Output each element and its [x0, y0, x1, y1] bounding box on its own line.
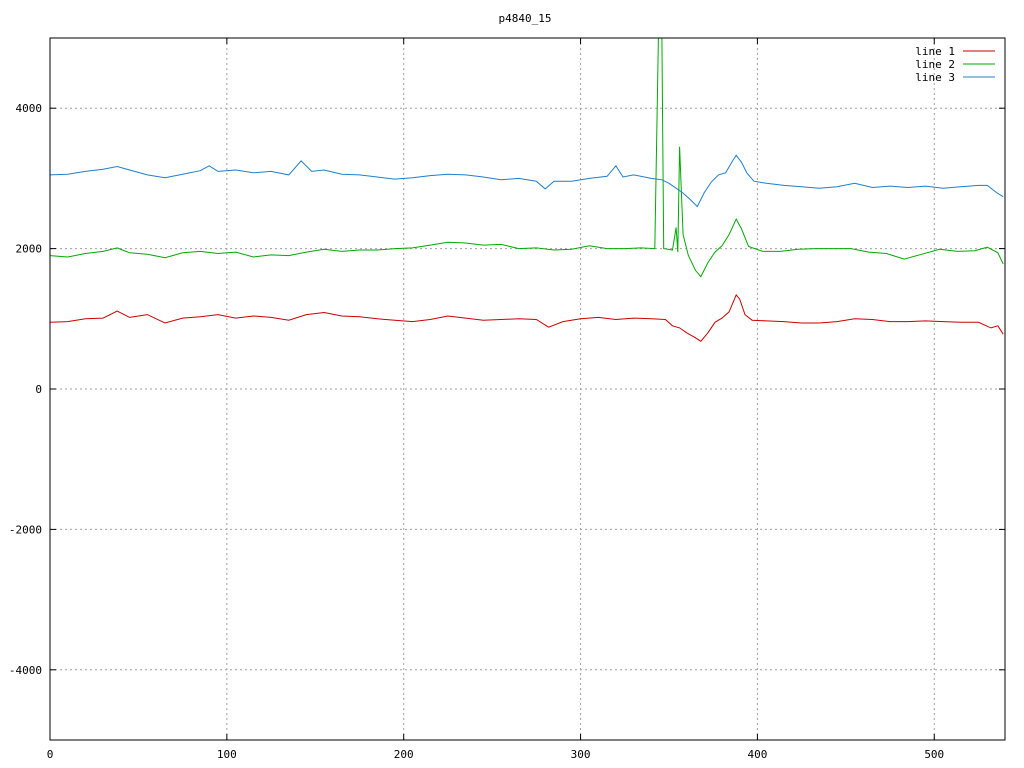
y-tick-label: 4000 [16, 102, 43, 115]
chart-title: p4840_15 [499, 12, 552, 25]
legend-label: line 2 [915, 58, 955, 71]
y-tick-label: -2000 [9, 523, 42, 536]
x-tick-label: 400 [747, 748, 767, 761]
x-tick-label: 200 [394, 748, 414, 761]
series-line-3 [50, 154, 1004, 208]
tick-layer: 0 100 200 300 400 500 -4000 -2000 0 2000 4000 [9, 38, 1005, 761]
y-tick-label: 0 [35, 383, 42, 396]
series-line-1 [50, 293, 1004, 342]
plot-frame [49, 37, 1006, 741]
x-tick-label: 300 [571, 748, 591, 761]
legend-label: line 3 [915, 71, 955, 84]
x-tick-label: 100 [217, 748, 237, 761]
y-tick-label: -4000 [9, 664, 42, 677]
x-tick-label: 500 [924, 748, 944, 761]
series-line-2 [50, 38, 1004, 278]
x-tick-label: 0 [47, 748, 54, 761]
legend-label: line 1 [915, 45, 955, 58]
series-layer [50, 38, 1004, 342]
y-tick-label: 2000 [16, 243, 43, 256]
